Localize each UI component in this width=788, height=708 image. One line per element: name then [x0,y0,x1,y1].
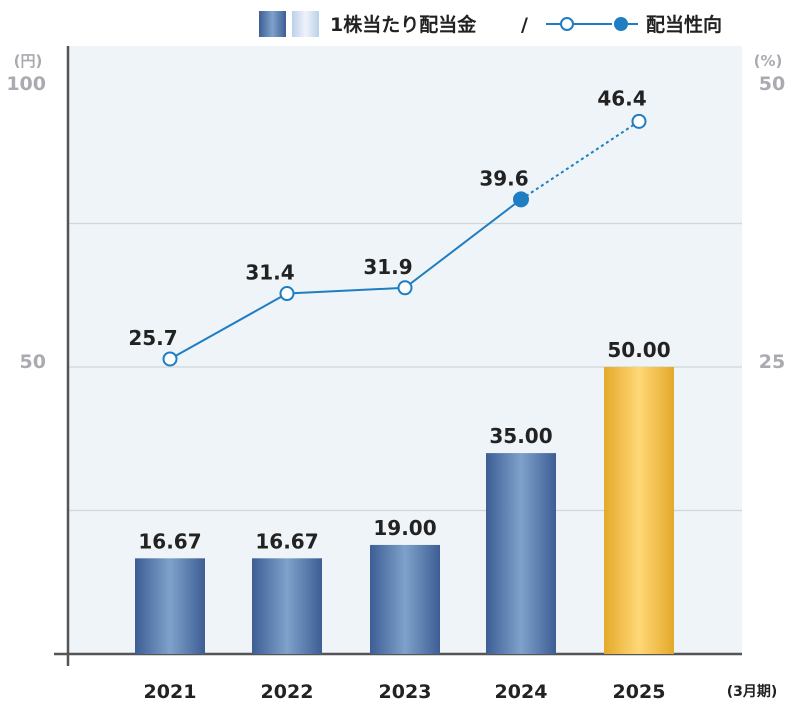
line-point-2023 [397,280,413,296]
bar-2022 [252,558,322,654]
legend-bar-swatch-dark [259,11,286,37]
legend-open-marker [560,17,574,31]
x-label-2025: 2025 [613,681,666,703]
y-left-unit: (円) [14,52,43,70]
y-left-tick-50: 50 [20,351,46,373]
line-label-2025: 46.4 [597,86,646,110]
bar-series [135,367,674,654]
y-right-tick-25: 25 [759,351,785,373]
y-right-unit: (%) [754,52,783,70]
legend-line-label: 配当性向 [646,13,722,36]
legend-filled-marker [614,17,628,31]
line-series [162,113,647,367]
legend: 1株当たり配当金 / 配当性向 [259,11,722,37]
line-point-2025 [631,113,647,129]
x-label-2024: 2024 [495,681,548,703]
y-left-tick-100: 100 [6,73,46,95]
line-label-2022: 31.4 [245,261,294,285]
legend-separator: / [521,14,528,36]
bar-label-2025: 50.00 [607,338,670,362]
bar-labels: 16.67 16.67 19.00 35.00 50.00 [138,338,670,553]
bar-2024 [486,453,556,654]
bar-label-2022: 16.67 [255,529,318,553]
x-label-2023: 2023 [379,681,432,703]
x-unit: (3月期) [727,684,778,700]
bar-label-2021: 16.67 [138,529,201,553]
bar-label-2023: 19.00 [373,516,436,540]
line-solid [169,198,522,360]
bar-2023 [370,544,440,654]
legend-bar-label: 1株当たり配当金 [330,13,477,36]
y-right-tick-50: 50 [759,73,785,95]
line-label-2024: 39.6 [479,166,528,190]
x-label-2021: 2021 [144,681,197,703]
bar-2025 [604,367,674,654]
line-label-2021: 25.7 [128,326,177,350]
bar-label-2024: 35.00 [489,424,552,448]
x-labels: 2021 2022 2023 2024 2025 [144,681,666,703]
line-label-2023: 31.9 [363,255,412,279]
legend-bar-swatch-light [292,11,319,37]
line-labels: 25.7 31.4 31.9 39.6 46.4 [128,86,646,350]
bar-2021 [135,558,205,654]
line-point-2024 [513,191,529,208]
x-label-2022: 2022 [261,681,314,703]
line-point-2022 [279,286,295,302]
line-point-2021 [162,351,178,367]
